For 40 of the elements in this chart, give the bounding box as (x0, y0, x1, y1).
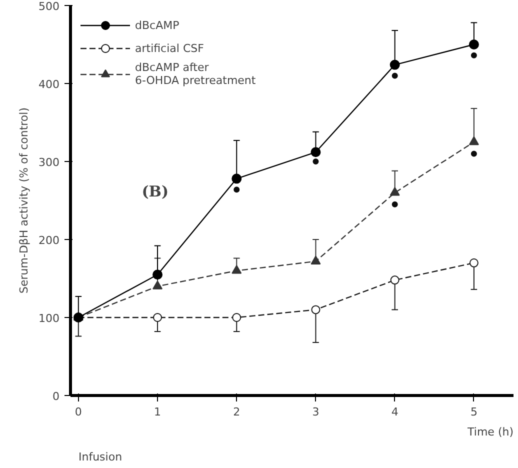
legend-label: dBcAMP after 6-OHDA pretreatment (135, 61, 256, 87)
x-tick-label: 1 (154, 406, 162, 418)
point (310, 147, 321, 158)
point (392, 72, 398, 79)
point (470, 150, 477, 157)
y-tick-label: 200 (38, 234, 60, 247)
x-tick-label: 2 (233, 406, 240, 418)
point (232, 265, 242, 274)
y-axis-title: Serum-DβH activity (% of control) (18, 107, 31, 294)
point (153, 313, 162, 322)
annotation: (B) (142, 182, 169, 200)
x-axis-title: Time (h) (466, 426, 514, 438)
y-tick-label: 100 (38, 312, 60, 325)
point (469, 258, 478, 268)
y-tick-label: 500 (38, 0, 60, 13)
point (152, 270, 163, 280)
y-tick-label: 0 (52, 390, 60, 403)
legend-label: dBcAMP (135, 18, 180, 32)
x-tick-label: 0 (74, 406, 82, 418)
point (390, 187, 400, 196)
point (152, 280, 163, 290)
point (232, 174, 242, 184)
point (310, 256, 321, 264)
x-tick-label: 3 (312, 406, 320, 418)
x-tick-label: 5 (470, 406, 478, 418)
point (392, 201, 398, 208)
point (468, 136, 479, 146)
point (234, 186, 240, 193)
point (390, 276, 400, 285)
point (312, 158, 319, 164)
x-tick-label: 4 (391, 406, 398, 418)
y-tick-label: 400 (38, 78, 60, 91)
legend-label: artificial CSF (135, 42, 204, 54)
point (390, 60, 400, 70)
y-tick-label: 300 (38, 156, 60, 169)
point (232, 313, 242, 322)
point (311, 305, 320, 314)
text: Infusion (78, 450, 122, 464)
point (468, 40, 479, 50)
point (470, 52, 477, 58)
